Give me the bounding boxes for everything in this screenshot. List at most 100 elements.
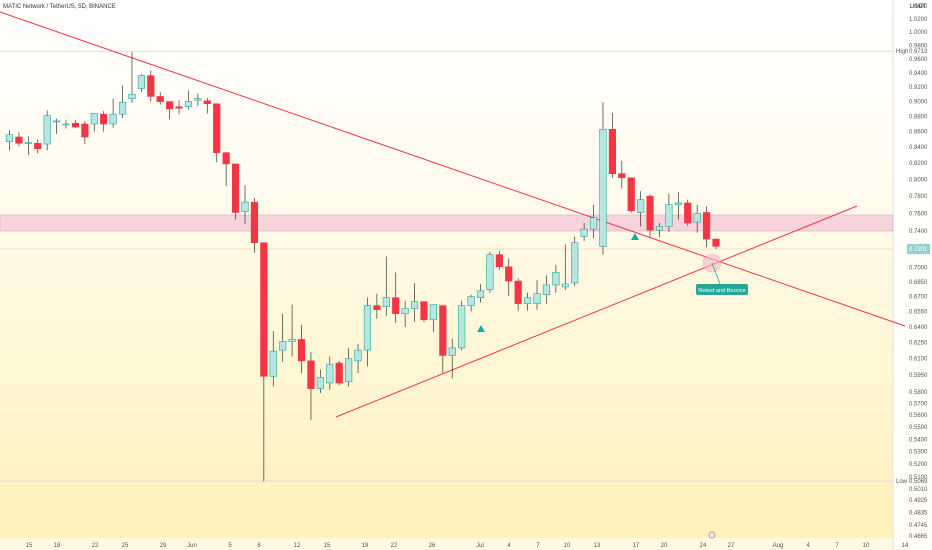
candle[interactable]: [580, 222, 588, 241]
candle[interactable]: [646, 194, 654, 238]
event-icon[interactable]: [708, 531, 716, 539]
candle[interactable]: [156, 92, 164, 105]
candle[interactable]: [401, 300, 409, 327]
candle[interactable]: [81, 120, 89, 145]
candle-body-down: [627, 177, 635, 212]
date-tick-label: 5: [228, 543, 232, 549]
candle[interactable]: [118, 85, 127, 118]
candle[interactable]: [693, 204, 701, 233]
candle[interactable]: [533, 280, 541, 310]
candle[interactable]: [655, 222, 664, 238]
candle-body-up: [128, 93, 136, 99]
candle[interactable]: [62, 120, 70, 129]
high-value: 0.9713: [909, 49, 928, 55]
candle[interactable]: [128, 52, 136, 104]
candle-body-up: [552, 272, 560, 286]
candle[interactable]: [279, 313, 287, 362]
triangle-up-marker[interactable]: [631, 233, 639, 240]
candle[interactable]: [137, 74, 145, 93]
candle[interactable]: [618, 160, 626, 189]
candle[interactable]: [184, 90, 193, 110]
candle[interactable]: [345, 347, 353, 387]
candle[interactable]: [288, 304, 296, 357]
candle[interactable]: [505, 258, 513, 296]
candle[interactable]: [514, 278, 522, 311]
candle[interactable]: [213, 103, 221, 163]
candle[interactable]: [316, 369, 324, 394]
candle[interactable]: [467, 294, 475, 312]
candle[interactable]: [561, 244, 569, 290]
candle[interactable]: [429, 304, 438, 333]
candle[interactable]: [100, 111, 108, 132]
candle[interactable]: [307, 352, 315, 420]
candle[interactable]: [297, 324, 306, 373]
markers-layer: [477, 233, 639, 332]
candle[interactable]: [166, 101, 174, 120]
candle[interactable]: [542, 275, 551, 304]
candle[interactable]: [194, 93, 202, 107]
candle[interactable]: [269, 331, 277, 387]
candle[interactable]: [5, 130, 14, 151]
candle[interactable]: [684, 199, 692, 226]
candle[interactable]: [627, 177, 635, 213]
candle-body-up: [52, 120, 61, 123]
candle-body-up: [109, 113, 117, 125]
descending-trendline[interactable]: [0, 11, 906, 327]
candle[interactable]: [410, 283, 419, 322]
candle[interactable]: [476, 283, 485, 303]
candle[interactable]: [147, 70, 155, 102]
candle[interactable]: [448, 338, 456, 379]
candle[interactable]: [571, 236, 579, 286]
candle[interactable]: [392, 272, 400, 323]
candle[interactable]: [71, 120, 80, 128]
date-tick-label: Jul: [476, 543, 484, 549]
candle[interactable]: [373, 293, 381, 319]
candle[interactable]: [241, 185, 249, 224]
low-value: 0.5069: [909, 479, 928, 485]
candle[interactable]: [637, 191, 645, 227]
candle[interactable]: [420, 301, 428, 322]
resistance-zone[interactable]: [0, 214, 894, 232]
last-price-tag[interactable]: [907, 244, 930, 255]
candle[interactable]: [589, 204, 598, 239]
candle[interactable]: [326, 356, 334, 390]
candle[interactable]: [523, 292, 532, 311]
annotation-box[interactable]: [696, 284, 748, 295]
candle[interactable]: [231, 163, 240, 220]
candle[interactable]: [52, 118, 61, 134]
candle[interactable]: [15, 132, 23, 147]
candle[interactable]: [109, 98, 117, 128]
candle[interactable]: [363, 297, 372, 367]
candle[interactable]: [222, 151, 230, 187]
candle[interactable]: [175, 100, 183, 115]
candle-body-up: [599, 129, 607, 247]
triangle-up-marker[interactable]: [477, 325, 485, 332]
candle[interactable]: [34, 139, 42, 154]
candle[interactable]: [608, 112, 616, 178]
candle[interactable]: [458, 300, 466, 351]
candle[interactable]: [552, 264, 560, 293]
candle[interactable]: [43, 110, 51, 151]
price-tick-label: 0.9600: [909, 57, 928, 63]
candle[interactable]: [203, 97, 211, 114]
candle[interactable]: [439, 305, 447, 373]
candle[interactable]: [674, 191, 682, 220]
candle[interactable]: [335, 360, 343, 386]
ascending-trendline[interactable]: [335, 205, 858, 418]
candle[interactable]: [665, 193, 673, 232]
candle[interactable]: [599, 102, 607, 255]
candle[interactable]: [250, 197, 259, 253]
candle[interactable]: [260, 242, 268, 482]
price-axis[interactable]: 1.0400 1.0200 1.0000 0.9800 0.9600 0.9400 0.92…: [896, 4, 930, 540]
candle[interactable]: [90, 113, 98, 132]
candle[interactable]: [486, 251, 494, 293]
date-tick-label: 4: [806, 543, 810, 549]
candle[interactable]: [24, 136, 32, 156]
candle[interactable]: [495, 250, 503, 270]
candle[interactable]: [712, 238, 720, 250]
time-axis[interactable]: 15 18 22 25 29 Jun 5 8 12 15 19 22 26 Jul 4 7 10 13 17 20 24…: [26, 531, 909, 549]
candle[interactable]: [702, 206, 711, 248]
candle[interactable]: [354, 343, 362, 373]
candle[interactable]: [382, 256, 390, 316]
